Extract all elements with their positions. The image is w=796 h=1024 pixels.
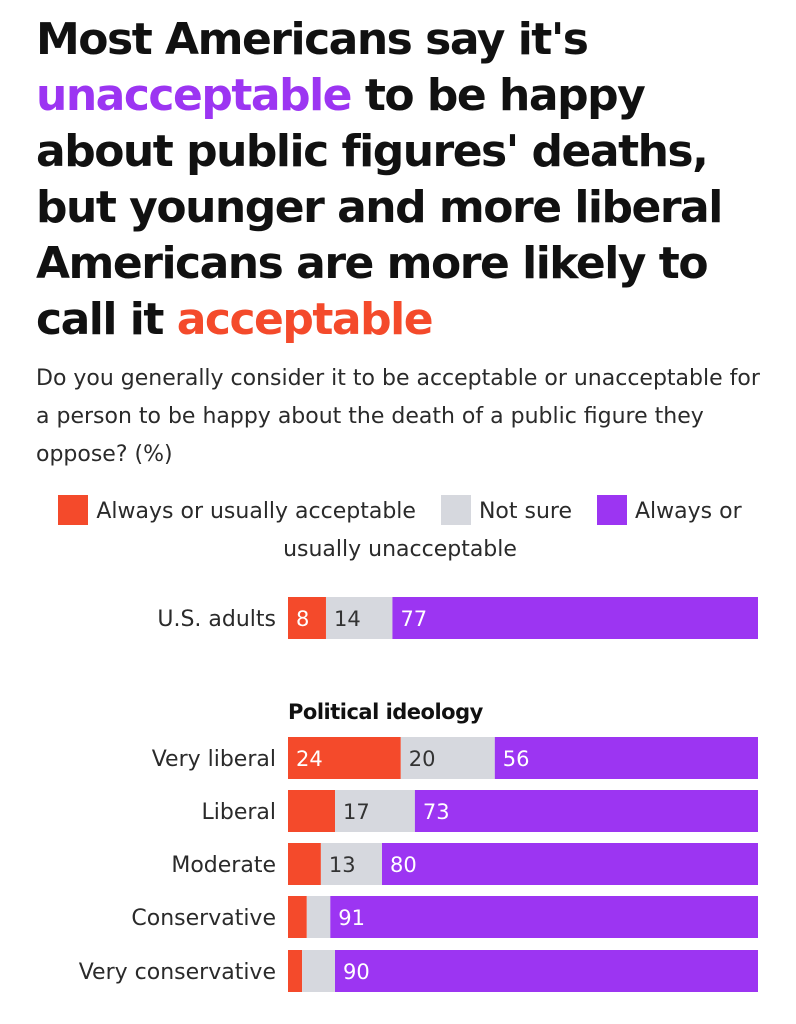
legend-swatch-unacceptable — [597, 495, 627, 525]
row-label-liberal: Liberal — [201, 800, 276, 825]
bar-segment-moderate-0 — [288, 843, 321, 885]
legend-item-acceptable: Always or usually acceptable — [58, 495, 416, 525]
bar-segment-u-s-adults-1 — [325, 597, 393, 639]
data-label-u-s-adults-1: 14 — [334, 607, 361, 631]
data-label-u-s-adults-2: 77 — [400, 607, 427, 631]
row-label-moderate: Moderate — [171, 853, 276, 878]
title-highlight-unacceptable: unacceptable — [36, 70, 353, 121]
data-label-conservative-2: 91 — [338, 906, 365, 930]
bar-segment-liberal-2 — [414, 790, 758, 832]
bar-segment-moderate-2 — [382, 843, 758, 885]
bar-segment-very-conservative-1 — [302, 950, 335, 992]
bar-segment-very-liberal-0 — [288, 737, 401, 779]
bar-segment-very-conservative-0 — [288, 950, 303, 992]
bar-segment-conservative-1 — [306, 896, 331, 938]
data-label-very-liberal-1: 20 — [409, 747, 436, 771]
chart-subtitle: Do you generally consider it to be accep… — [36, 366, 760, 467]
bar-segment-conservative-2 — [330, 896, 758, 938]
data-label-very-liberal-0: 24 — [296, 747, 323, 771]
legend-item-unacceptable: Always or usually unacceptable — [283, 495, 742, 562]
bar-segment-very-liberal-2 — [494, 737, 758, 779]
data-label-u-s-adults-0: 8 — [296, 607, 309, 631]
data-label-liberal-2: 73 — [423, 800, 450, 824]
bar-segment-conservative-0 — [288, 896, 307, 938]
legend-swatch-acceptable — [58, 495, 89, 525]
title-text-1: Most Americans say it's — [36, 14, 589, 65]
data-label-moderate-1: 13 — [329, 853, 356, 877]
bar-segment-liberal-1 — [335, 790, 415, 832]
data-label-very-liberal-2: 56 — [503, 747, 530, 771]
legend-label-acceptable: Always or usually acceptable — [96, 499, 416, 524]
row-label-u-s-adults: U.S. adults — [157, 607, 276, 632]
title-highlight-acceptable: acceptable — [176, 294, 434, 345]
data-label-liberal-1: 17 — [343, 800, 370, 824]
legend-swatch-not-sure — [440, 495, 471, 525]
row-label-conservative: Conservative — [131, 906, 276, 931]
row-label-very-conservative: Very conservative — [79, 960, 276, 985]
group-heading: Political ideology — [288, 700, 484, 724]
legend-label-not-sure: Not sure — [478, 499, 572, 524]
data-label-very-conservative-2: 90 — [343, 960, 370, 984]
chart-title: Most Americans say it's unacceptable to … — [36, 12, 776, 348]
bar-segment-u-s-adults-2 — [392, 597, 758, 639]
chart-legend: Always or usually acceptable Not sure Al… — [40, 493, 760, 569]
bar-segment-very-conservative-2 — [335, 950, 758, 992]
title-text-2: to be happy about public figures' deaths… — [36, 70, 723, 345]
row-label-very-liberal: Very liberal — [152, 747, 276, 772]
bar-segment-u-s-adults-0 — [288, 597, 326, 639]
bar-segment-very-liberal-1 — [400, 737, 495, 779]
bar-segment-moderate-1 — [320, 843, 382, 885]
bar-segment-liberal-0 — [288, 790, 335, 832]
legend-label-unacceptable: Always or usually unacceptable — [283, 499, 742, 562]
legend-item-not-sure: Not sure — [440, 495, 572, 525]
data-label-moderate-2: 80 — [390, 853, 417, 877]
